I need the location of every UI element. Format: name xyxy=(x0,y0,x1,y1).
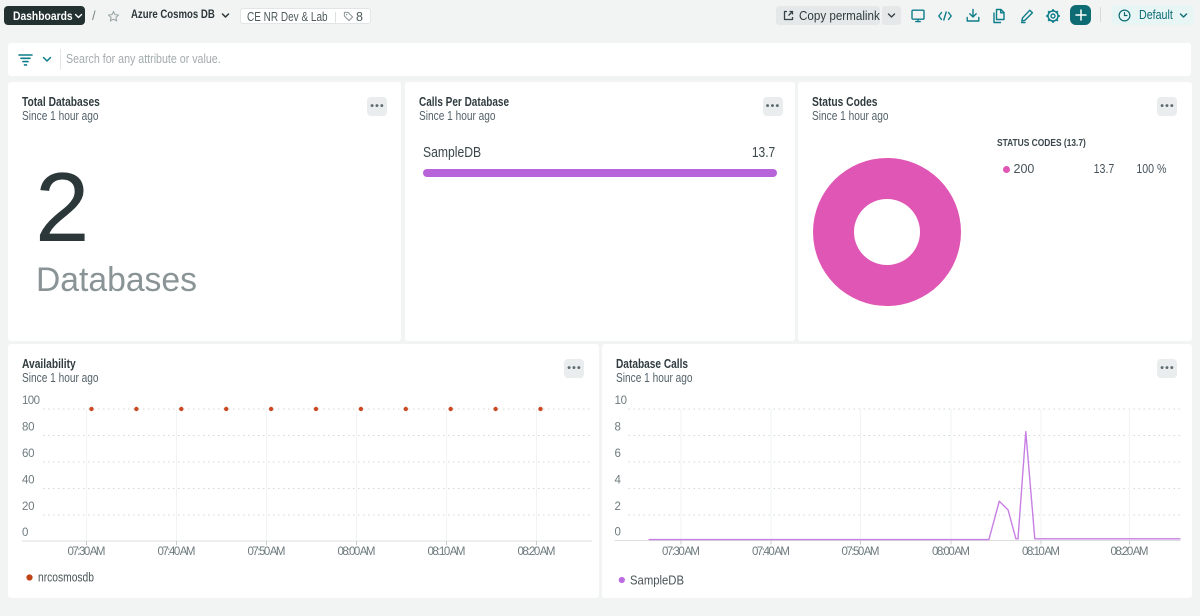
svg-text:nrcosmosdb: nrcosmosdb xyxy=(38,571,94,585)
svg-text:07:50 AM: 07:50 AM xyxy=(248,546,286,558)
svg-text:80: 80 xyxy=(22,422,35,434)
svg-text:08:20 AM: 08:20 AM xyxy=(1110,546,1148,558)
svg-text:07:50 AM: 07:50 AM xyxy=(841,546,879,558)
svg-text:08:10 AM: 08:10 AM xyxy=(1022,546,1060,558)
svg-text:07:40 AM: 07:40 AM xyxy=(158,546,196,558)
svg-text:08:00 AM: 08:00 AM xyxy=(932,546,970,558)
svg-text:100: 100 xyxy=(22,395,40,407)
svg-text:08:10 AM: 08:10 AM xyxy=(428,546,466,558)
svg-text:SampleDB: SampleDB xyxy=(630,574,684,588)
svg-text:0: 0 xyxy=(614,527,620,539)
svg-text:2: 2 xyxy=(614,501,620,513)
svg-text:07:30 AM: 07:30 AM xyxy=(68,546,106,558)
svg-text:60: 60 xyxy=(22,448,35,460)
svg-text:8: 8 xyxy=(614,422,620,434)
svg-text:07:40 AM: 07:40 AM xyxy=(752,546,790,558)
svg-text:07:30 AM: 07:30 AM xyxy=(662,546,700,558)
svg-text:10: 10 xyxy=(614,395,627,407)
svg-text:0: 0 xyxy=(22,527,28,539)
svg-text:6: 6 xyxy=(614,448,620,460)
svg-text:08:20 AM: 08:20 AM xyxy=(518,546,556,558)
svg-text:4: 4 xyxy=(614,475,621,487)
svg-text:40: 40 xyxy=(22,475,35,487)
svg-text:08:00 AM: 08:00 AM xyxy=(338,546,376,558)
svg-text:20: 20 xyxy=(22,501,35,513)
